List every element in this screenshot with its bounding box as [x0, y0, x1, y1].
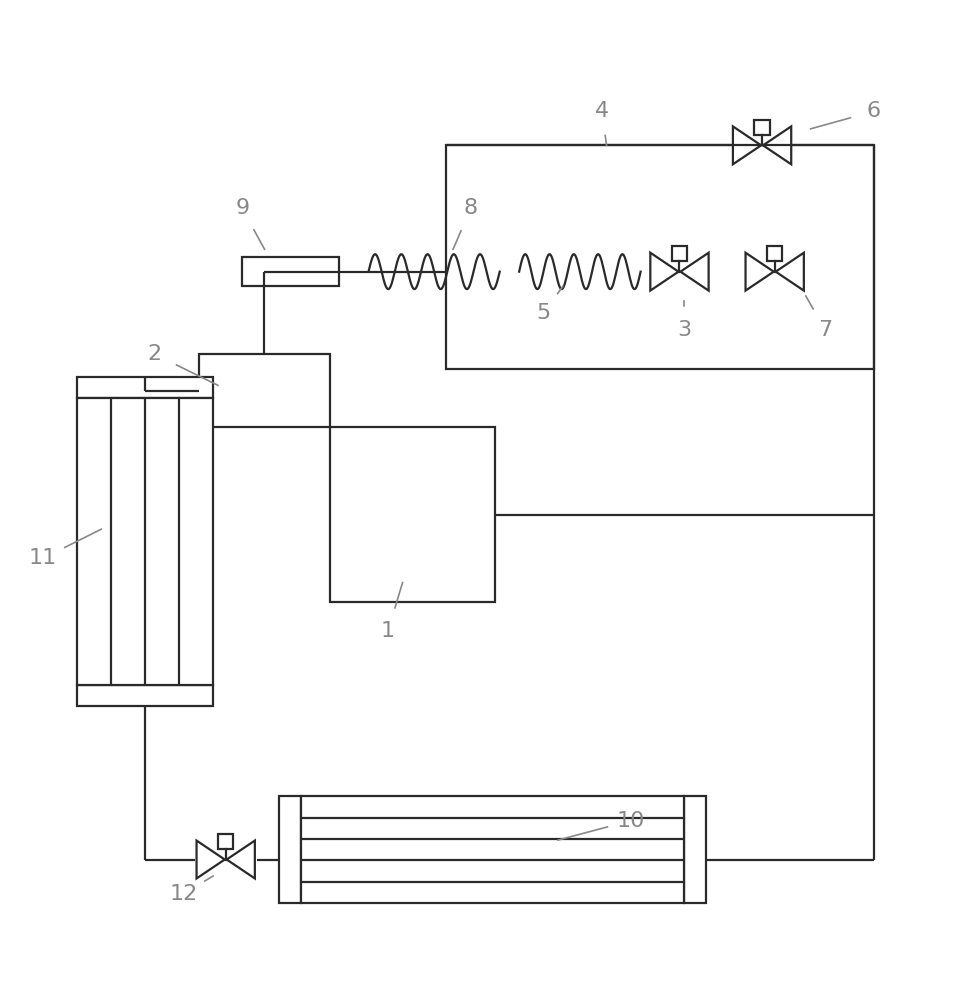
- Bar: [77, 398, 213, 685]
- Polygon shape: [226, 841, 255, 878]
- Bar: [755, 120, 770, 135]
- Text: 11: 11: [28, 548, 57, 568]
- Text: 4: 4: [595, 101, 609, 121]
- Bar: [329, 427, 495, 602]
- Bar: [671, 246, 687, 261]
- Text: 1: 1: [381, 621, 395, 641]
- Polygon shape: [746, 253, 774, 291]
- Polygon shape: [651, 253, 678, 291]
- Bar: [684, 796, 706, 903]
- Text: 8: 8: [464, 198, 477, 218]
- Polygon shape: [733, 126, 761, 164]
- Bar: [77, 685, 213, 706]
- Polygon shape: [763, 126, 791, 164]
- Polygon shape: [680, 253, 709, 291]
- Text: 9: 9: [235, 198, 249, 218]
- Polygon shape: [197, 841, 224, 878]
- Bar: [242, 257, 339, 286]
- Text: 6: 6: [866, 101, 881, 121]
- Text: 3: 3: [677, 320, 692, 340]
- Polygon shape: [776, 253, 804, 291]
- Bar: [446, 145, 874, 369]
- Bar: [77, 377, 213, 398]
- Text: 5: 5: [536, 303, 551, 323]
- Bar: [279, 796, 301, 903]
- Text: 2: 2: [148, 344, 162, 364]
- Text: 10: 10: [616, 811, 645, 831]
- Bar: [199, 354, 329, 427]
- Bar: [301, 796, 684, 903]
- Bar: [218, 834, 233, 849]
- Text: 12: 12: [170, 884, 198, 904]
- Bar: [767, 246, 782, 261]
- Text: 7: 7: [818, 320, 832, 340]
